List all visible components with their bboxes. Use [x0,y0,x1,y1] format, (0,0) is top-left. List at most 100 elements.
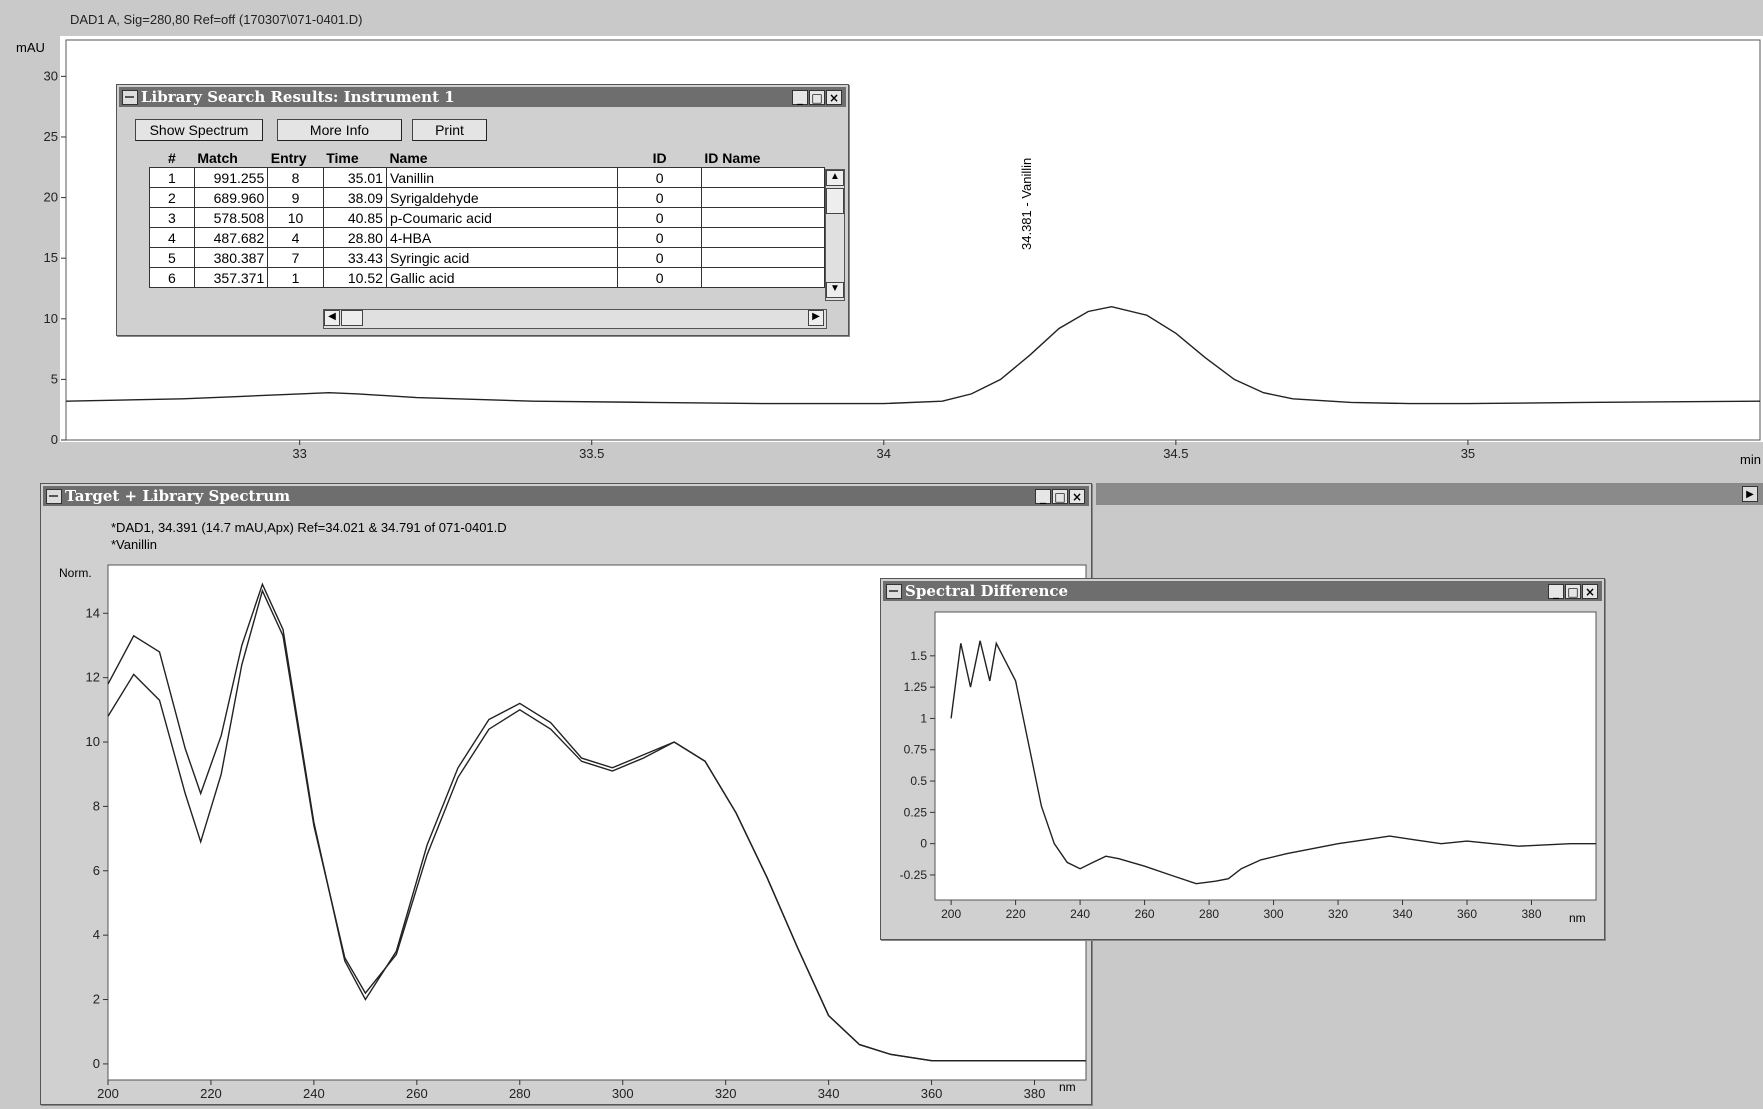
close-button[interactable]: × [1582,584,1598,599]
col-header-entry[interactable]: Entry [270,150,307,166]
close-button[interactable]: × [1069,489,1085,504]
scroll-left-button[interactable]: ◀ [324,310,340,326]
x-tick-label: 200 [97,1086,119,1101]
col-header-index[interactable]: # [168,150,176,166]
match-score: 578.508 [193,207,269,228]
match-score: 991.255 [193,167,269,188]
window-app-icon [46,489,62,504]
difference-x-unit: nm [1569,911,1586,925]
id-value: 0 [617,247,702,268]
table-row[interactable]: 6 357.371 1 10.52 Gallic acid 0 [149,267,826,288]
spectrum-window-title: Target + Library Spectrum [65,487,291,505]
print-button[interactable]: Print [412,119,487,141]
match-score: 357.371 [193,267,269,288]
id-value: 0 [617,227,702,248]
x-tick-label: 260 [1135,907,1155,921]
compound-name: Vanillin [385,167,619,188]
table-row[interactable]: 3 578.508 10 40.85 p-Coumaric acid 0 [149,207,826,228]
x-tick-label: 320 [715,1086,737,1101]
retention-time: 35.01 [322,167,387,188]
table-vertical-scrollbar[interactable]: ▲ ▼ [825,169,845,301]
results-table: # Match Entry Time Name ID ID Name 1 991.… [149,149,826,288]
retention-time: 38.09 [322,187,387,208]
x-tick-label: 240 [1070,907,1090,921]
close-button[interactable]: × [826,90,842,105]
maximize-button[interactable]: □ [1052,489,1068,504]
table-row[interactable]: 5 380.387 7 33.43 Syringic acid 0 [149,247,826,268]
col-header-id[interactable]: ID [652,150,667,166]
scroll-up-button[interactable]: ▲ [826,170,844,186]
x-tick-label: 220 [200,1086,222,1101]
match-score: 487.682 [193,227,269,248]
id-name [700,227,826,248]
x-tick-label: 360 [921,1086,943,1101]
row-index: 5 [149,247,195,268]
scroll-thumb[interactable] [826,188,844,214]
table-header-row: # Match Entry Time Name ID ID Name [150,149,825,168]
x-tick-label: 380 [1521,907,1541,921]
spectrum-window-titlebar[interactable]: Target + Library Spectrum _ □ × [43,486,1089,506]
row-index: 3 [149,207,195,228]
table-row[interactable]: 2 689.960 9 38.09 Syrigaldehyde 0 [149,187,826,208]
x-tick-label: 33.5 [579,446,604,461]
x-tick-label: 380 [1024,1086,1046,1101]
difference-window-title: Spectral Difference [905,582,1069,600]
maximize-button[interactable]: □ [809,90,825,105]
spectrum-y-unit: Norm. [59,566,92,580]
x-tick-label: 360 [1457,907,1477,921]
minimize-button[interactable]: _ [792,90,808,105]
table-horizontal-scrollbar[interactable]: ◀ ▶ [323,309,827,329]
series-line-1 [65,305,1761,405]
x-tick-label: 280 [509,1086,531,1101]
row-index: 6 [149,267,195,288]
x-tick-label: 220 [1006,907,1026,921]
minimize-button[interactable]: _ [1548,584,1564,599]
y-tick-label: 2 [93,992,100,1007]
y-tick-label: 10 [44,311,58,326]
y-tick-label: 8 [93,798,100,813]
y-tick-label: 14 [86,605,100,620]
x-tick-label: 33 [292,446,306,461]
id-name [700,207,826,228]
y-tick-label: 12 [86,670,100,685]
maximize-button[interactable]: □ [1565,584,1581,599]
table-row[interactable]: 4 487.682 4 28.80 4-HBA 0 [149,227,826,248]
col-header-id-name[interactable]: ID Name [704,150,761,166]
x-tick-label: 200 [941,907,961,921]
y-tick-label: 1 [920,711,927,725]
background-window-scroll-arrow[interactable]: ▶ [1742,486,1758,502]
x-tick-label: 35 [1461,446,1475,461]
more-info-button[interactable]: More Info [277,119,402,141]
id-value: 0 [617,267,702,288]
x-tick-label: 280 [1199,907,1219,921]
spectrum-info-line-1: *DAD1, 34.391 (14.7 mAU,Apx) Ref=34.021 … [111,520,507,535]
col-header-name[interactable]: Name [389,150,428,166]
col-header-match[interactable]: Match [197,150,238,166]
window-app-icon [886,584,902,599]
difference-window-titlebar[interactable]: Spectral Difference _ □ × [883,581,1602,601]
library-search-window[interactable]: Library Search Results: Instrument 1 _ □… [116,84,849,336]
chromatogram-title: DAD1 A, Sig=280,80 Ref=off (170307\071-0… [70,12,363,27]
y-tick-label: -0.25 [900,868,928,882]
compound-name: 4-HBA [385,227,619,248]
series-line-1 [950,640,1596,885]
y-tick-label: 5 [51,371,58,386]
retention-time: 33.43 [322,247,387,268]
minimize-button[interactable]: _ [1035,489,1051,504]
entry-number: 8 [267,167,324,188]
scroll-right-button[interactable]: ▶ [808,310,824,326]
y-tick-label: 0 [51,432,58,447]
compound-name: Syringic acid [385,247,619,268]
scroll-down-button[interactable]: ▼ [826,282,844,298]
x-tick-label: 240 [303,1086,325,1101]
row-index: 4 [149,227,195,248]
entry-number: 7 [267,247,324,268]
id-name [700,267,826,288]
show-spectrum-button[interactable]: Show Spectrum [135,119,263,141]
h-scroll-thumb[interactable] [341,310,363,326]
col-header-time[interactable]: Time [326,150,359,166]
library-window-titlebar[interactable]: Library Search Results: Instrument 1 _ □… [119,87,846,107]
retention-time: 28.80 [322,227,387,248]
y-tick-label: 4 [93,927,100,942]
